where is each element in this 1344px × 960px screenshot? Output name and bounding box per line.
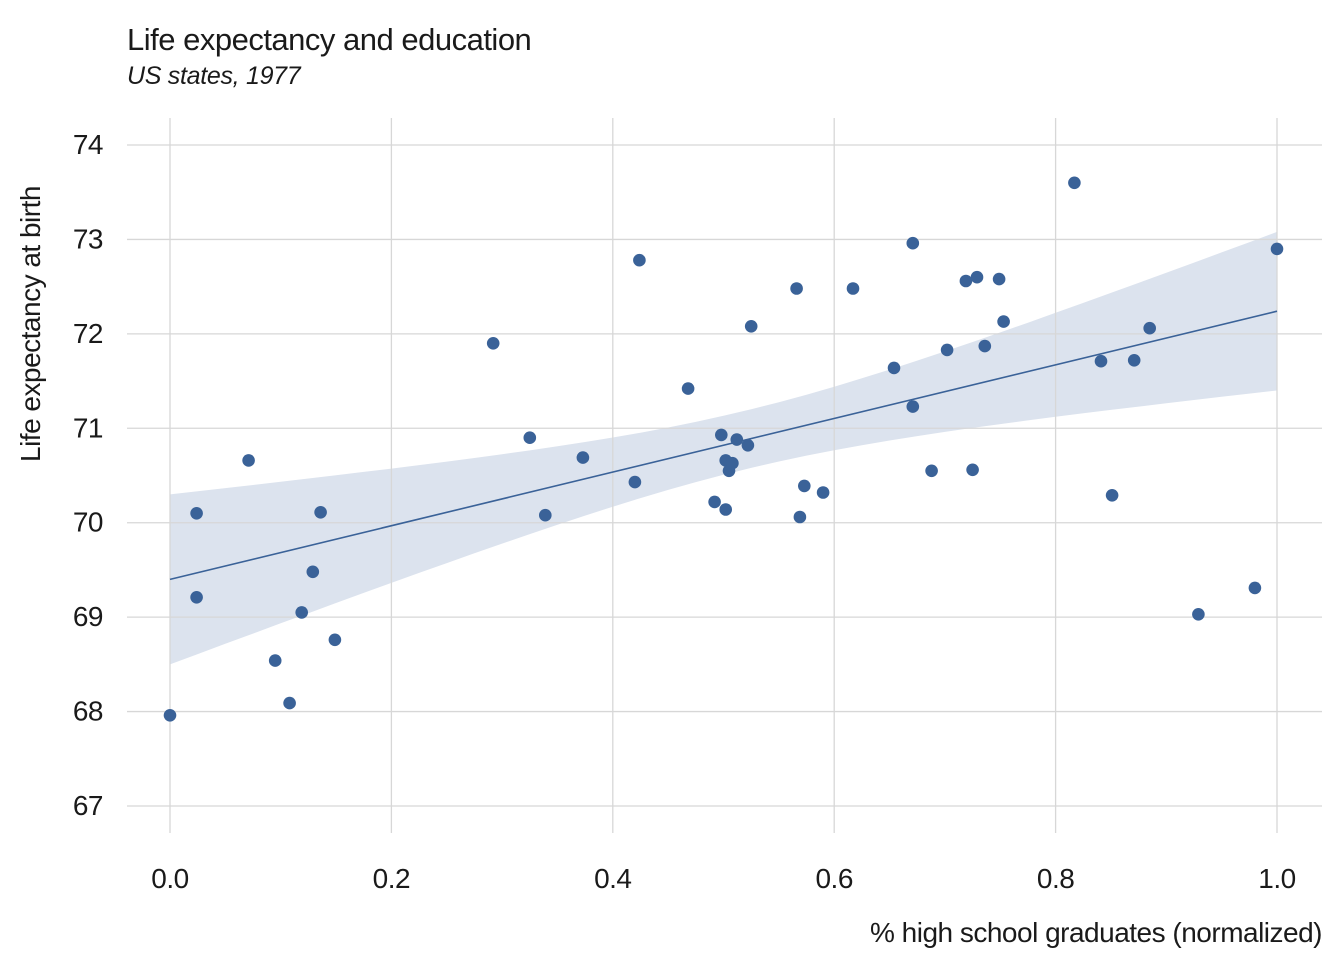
data-point (798, 479, 811, 493)
data-point (486, 337, 500, 350)
data-point (906, 400, 920, 413)
data-point (295, 606, 309, 619)
data-point (1127, 354, 1141, 367)
chart-title: Life expectancy and education (127, 22, 531, 57)
x-tick-label: 0.0 (151, 863, 188, 894)
data-point (846, 282, 860, 295)
data-point (1143, 321, 1156, 335)
data-point (163, 709, 177, 722)
data-points-layer (163, 176, 1284, 722)
trend-line (169, 310, 1278, 581)
y-tick-label: 72 (73, 318, 103, 349)
data-point (539, 508, 552, 522)
x-tick-label: 0.8 (1037, 863, 1074, 894)
data-point (793, 510, 807, 524)
confidence-band-layer (170, 231, 1277, 665)
data-point (328, 633, 342, 647)
data-point (708, 495, 721, 509)
data-point (906, 236, 920, 250)
data-point (715, 428, 728, 442)
chart-subtitle: US states, 1977 (127, 62, 302, 90)
data-point (1105, 489, 1119, 502)
data-point (992, 272, 1006, 286)
gridlines-layer (127, 118, 1322, 833)
data-point (816, 486, 830, 499)
data-point (306, 565, 320, 579)
y-axis-label: Life expectancy at birth (15, 186, 46, 462)
data-point (268, 654, 282, 667)
data-point (576, 451, 590, 464)
data-point (190, 507, 203, 520)
data-point (744, 320, 758, 333)
data-point (719, 503, 732, 516)
x-tick-label: 1.0 (1258, 863, 1295, 894)
data-point (966, 463, 979, 477)
tick-labels-layer: 67 68 69 70 71 72 73 74 0.0 0.2 0.4 0.6 0.8 1.0 (73, 129, 1296, 894)
data-point (959, 274, 973, 288)
data-point (523, 431, 537, 445)
y-tick-label: 70 (73, 507, 103, 538)
data-point (1068, 176, 1081, 190)
data-point (790, 282, 803, 295)
data-point (1192, 608, 1205, 621)
data-point (726, 456, 739, 470)
data-point (283, 696, 296, 710)
data-point (741, 439, 755, 452)
data-point (997, 315, 1010, 328)
data-point (633, 253, 646, 267)
data-point (681, 382, 695, 395)
data-point (1248, 581, 1262, 595)
x-tick-label: 0.4 (594, 863, 631, 894)
x-axis-label: % high school graduates (normalized) (870, 917, 1322, 948)
data-point (925, 464, 938, 478)
data-point (1094, 354, 1108, 368)
data-point (970, 270, 984, 284)
trend-line-layer (169, 310, 1278, 581)
x-tick-label: 0.2 (373, 863, 410, 894)
y-tick-label: 67 (73, 790, 103, 821)
data-point (314, 506, 327, 519)
data-point (887, 361, 901, 375)
data-point (1270, 242, 1284, 256)
y-tick-label: 73 (73, 223, 103, 254)
y-tick-label: 74 (73, 129, 103, 160)
x-tick-label: 0.6 (815, 863, 852, 894)
data-point (190, 591, 203, 604)
data-point (940, 343, 954, 357)
data-point (242, 454, 255, 467)
y-tick-label: 68 (73, 696, 103, 727)
y-tick-label: 71 (73, 412, 103, 443)
data-point (978, 339, 992, 353)
data-point (730, 433, 744, 446)
data-point (628, 475, 642, 489)
confidence-band (170, 231, 1277, 665)
y-tick-label: 69 (73, 601, 103, 632)
